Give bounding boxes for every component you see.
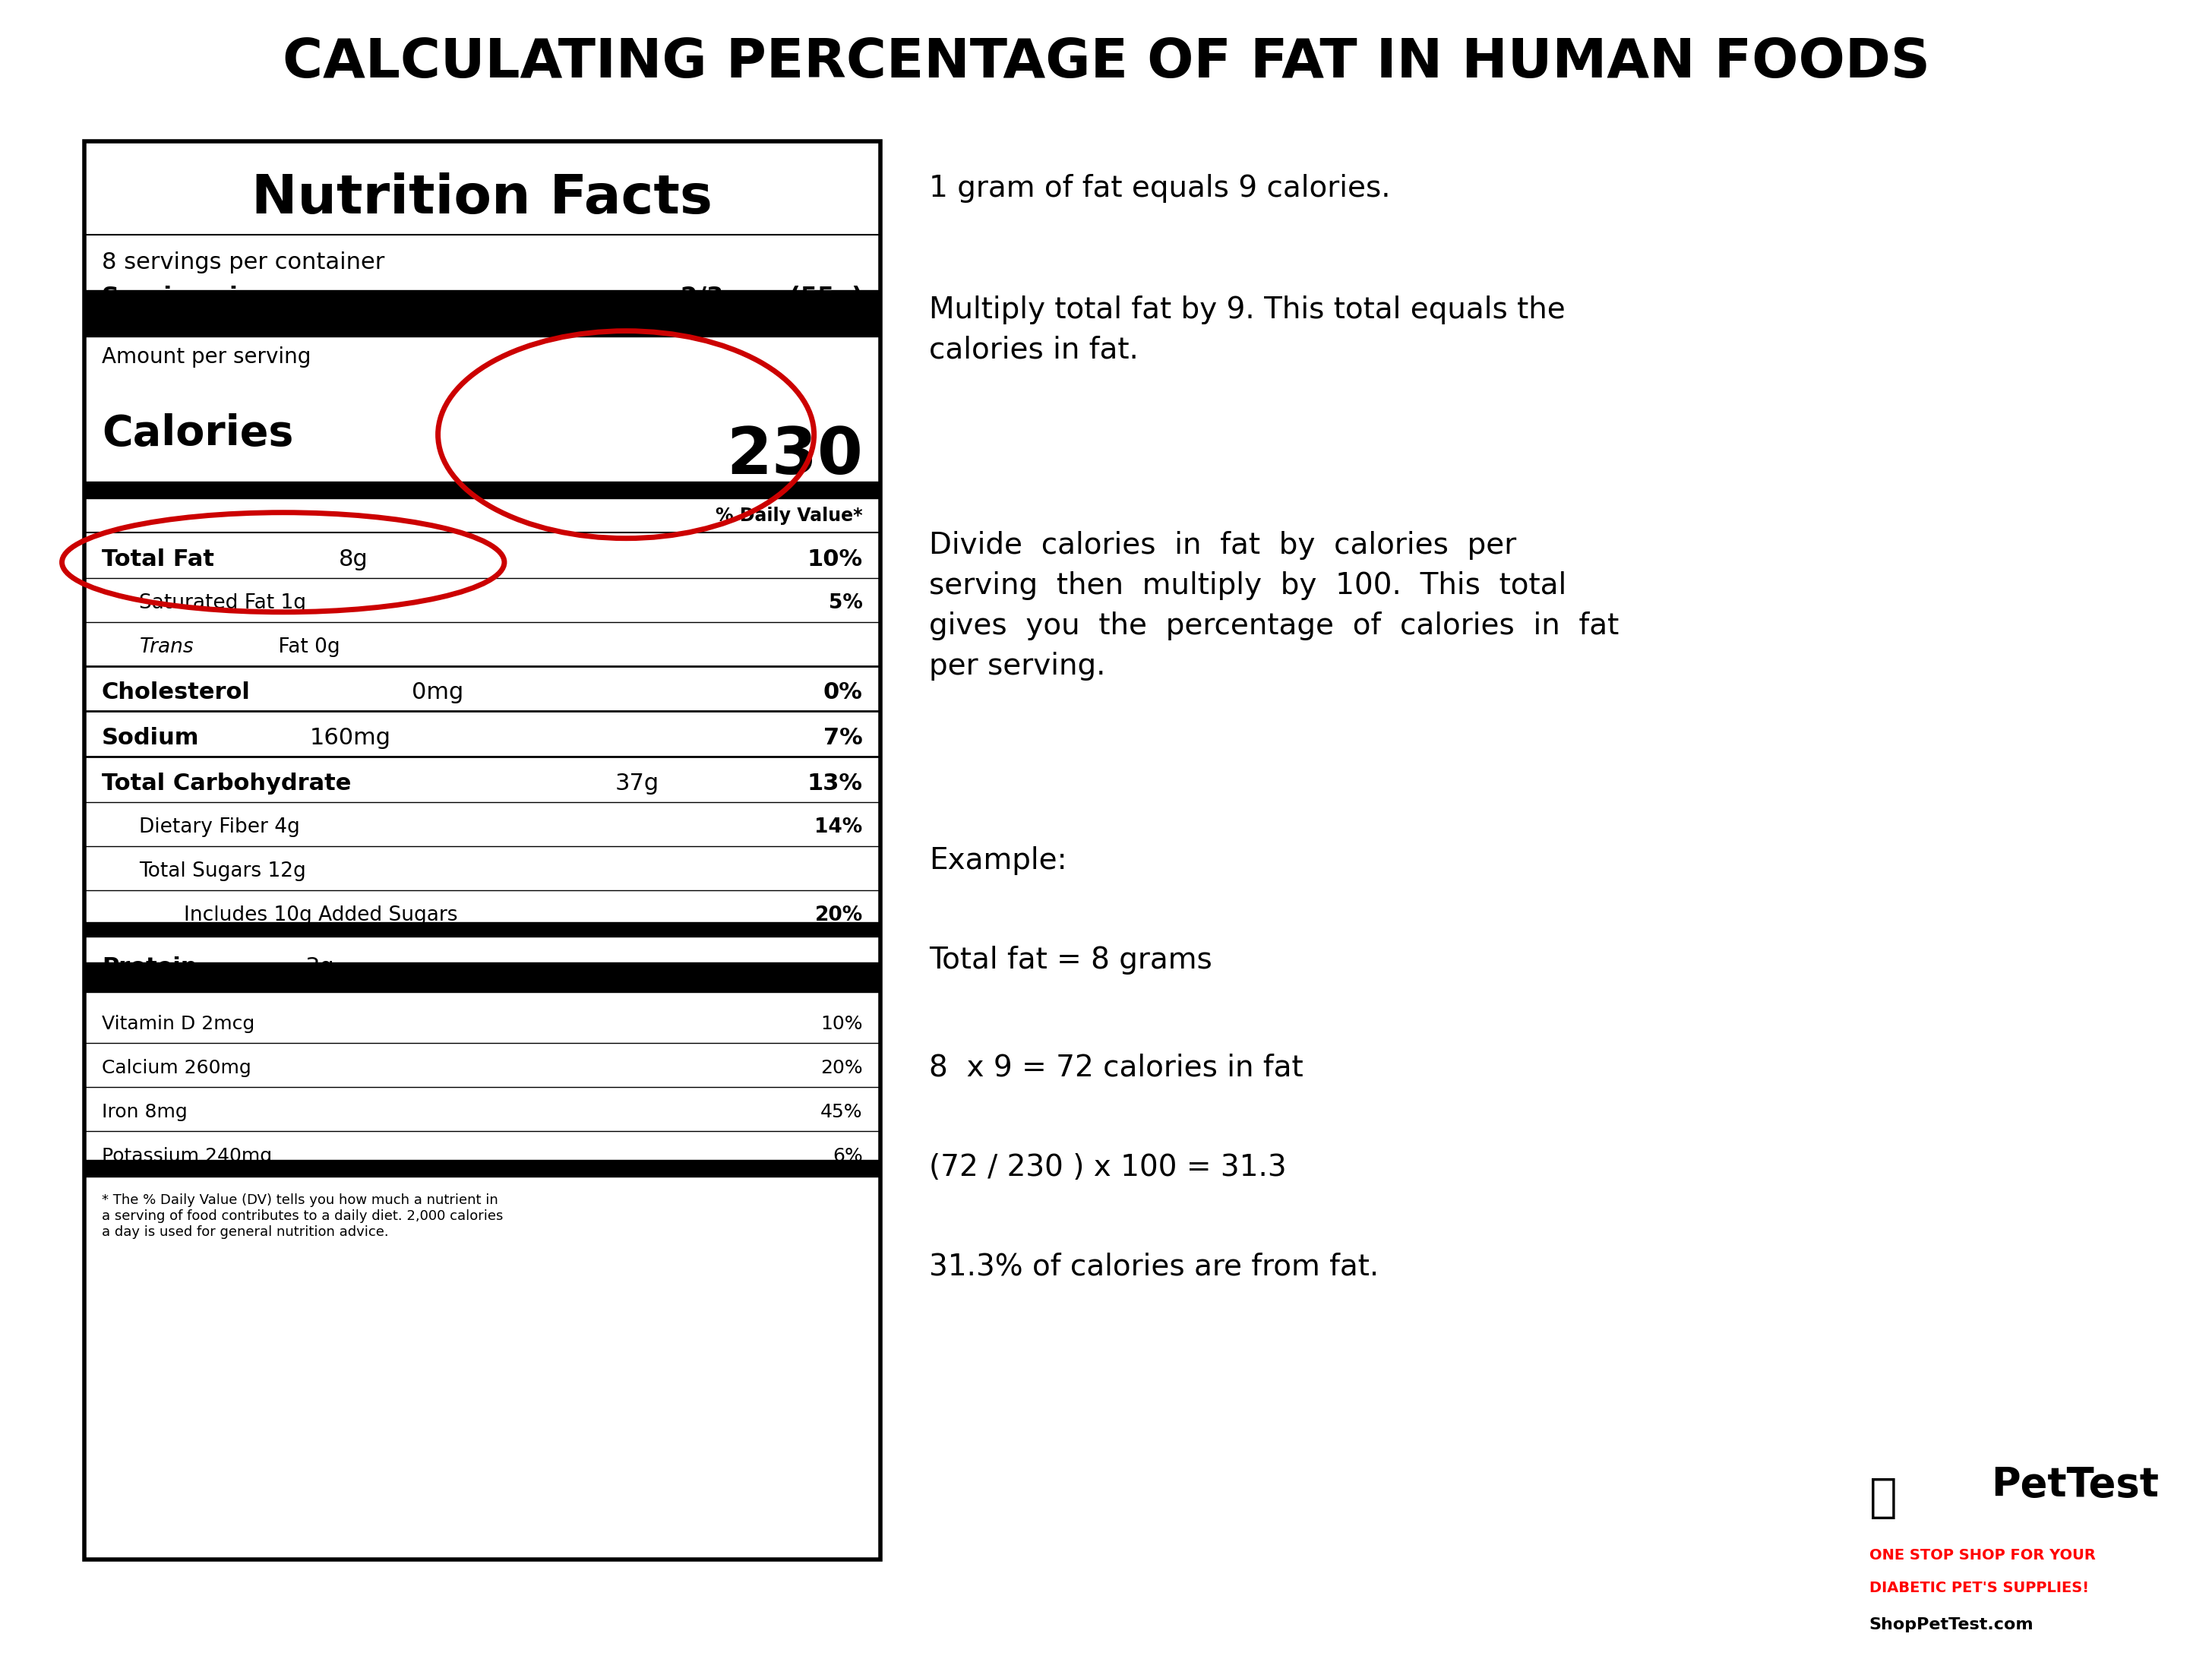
Bar: [84, 290, 880, 337]
Text: Total Sugars 12g: Total Sugars 12g: [139, 861, 305, 881]
Text: Cholesterol: Cholesterol: [102, 682, 250, 703]
Text: Iron 8mg: Iron 8mg: [102, 1103, 188, 1121]
Text: 8 servings per container: 8 servings per container: [102, 252, 385, 274]
Text: Includes 10g Added Sugars: Includes 10g Added Sugars: [184, 906, 458, 926]
Bar: [84, 922, 880, 937]
Text: 8g: 8g: [338, 547, 367, 571]
Text: (72 / 230 ) x 100 = 31.3: (72 / 230 ) x 100 = 31.3: [929, 1153, 1287, 1181]
Text: Divide  calories  in  fat  by  calories  per
serving  then  multiply  by  100.  : Divide calories in fat by calories per s…: [929, 531, 1619, 680]
Text: Calories: Calories: [102, 413, 294, 455]
Text: PetTest: PetTest: [1991, 1465, 2159, 1505]
Text: CALCULATING PERCENTAGE OF FAT IN HUMAN FOODS: CALCULATING PERCENTAGE OF FAT IN HUMAN F…: [283, 36, 1929, 90]
Text: 230: 230: [726, 425, 863, 488]
Text: Amount per serving: Amount per serving: [102, 347, 312, 368]
Text: Example:: Example:: [929, 846, 1066, 874]
Text: Total fat = 8 grams: Total fat = 8 grams: [929, 946, 1212, 974]
Text: 160mg: 160mg: [310, 727, 392, 748]
Text: ShopPetTest.com: ShopPetTest.com: [1869, 1618, 2033, 1632]
Text: Total Carbohydrate: Total Carbohydrate: [102, 771, 352, 795]
Text: Total Fat: Total Fat: [102, 547, 215, 571]
Text: Nutrition Facts: Nutrition Facts: [252, 173, 712, 224]
Text: 20%: 20%: [821, 1058, 863, 1077]
Text: Dietary Fiber 4g: Dietary Fiber 4g: [139, 818, 301, 838]
Text: 7%: 7%: [823, 727, 863, 748]
Text: Sodium: Sodium: [102, 727, 199, 748]
Text: 14%: 14%: [814, 818, 863, 838]
Bar: [84, 481, 880, 498]
Text: 3g: 3g: [305, 957, 334, 979]
Bar: [84, 141, 880, 1559]
Text: 8  x 9 = 72 calories in fat: 8 x 9 = 72 calories in fat: [929, 1053, 1303, 1082]
Text: 2/3 cup (55g): 2/3 cup (55g): [681, 285, 863, 309]
Text: 6%: 6%: [832, 1146, 863, 1165]
Text: Potassium 240mg: Potassium 240mg: [102, 1146, 272, 1165]
Bar: [84, 962, 880, 992]
Text: Vitamin D 2mcg: Vitamin D 2mcg: [102, 1015, 254, 1034]
Text: Saturated Fat 1g: Saturated Fat 1g: [139, 594, 307, 614]
Text: 🐾: 🐾: [1869, 1475, 1898, 1521]
Text: Serving size: Serving size: [102, 285, 268, 309]
Text: Fat 0g: Fat 0g: [272, 637, 341, 657]
Text: 1 gram of fat equals 9 calories.: 1 gram of fat equals 9 calories.: [929, 174, 1391, 202]
Text: 31.3% of calories are from fat.: 31.3% of calories are from fat.: [929, 1253, 1378, 1281]
Text: * The % Daily Value (DV) tells you how much a nutrient in
a serving of food cont: * The % Daily Value (DV) tells you how m…: [102, 1193, 502, 1239]
Text: 0mg: 0mg: [411, 682, 462, 703]
Text: 37g: 37g: [615, 771, 659, 795]
Text: 0%: 0%: [823, 682, 863, 703]
Text: ONE STOP SHOP FOR YOUR: ONE STOP SHOP FOR YOUR: [1869, 1548, 2095, 1563]
Text: 13%: 13%: [807, 771, 863, 795]
Text: Protein: Protein: [102, 957, 197, 979]
Text: 10%: 10%: [807, 547, 863, 571]
Text: Calcium 260mg: Calcium 260mg: [102, 1058, 252, 1077]
Text: 5%: 5%: [830, 594, 863, 614]
Text: % Daily Value*: % Daily Value*: [717, 508, 863, 526]
Text: DIABETIC PET'S SUPPLIES!: DIABETIC PET'S SUPPLIES!: [1869, 1581, 2088, 1596]
Text: 10%: 10%: [821, 1015, 863, 1034]
Text: 20%: 20%: [814, 906, 863, 926]
Bar: [84, 1160, 880, 1176]
Text: Multiply total fat by 9. This total equals the
calories in fat.: Multiply total fat by 9. This total equa…: [929, 295, 1566, 365]
Text: Trans: Trans: [139, 637, 195, 657]
Text: 45%: 45%: [821, 1103, 863, 1121]
